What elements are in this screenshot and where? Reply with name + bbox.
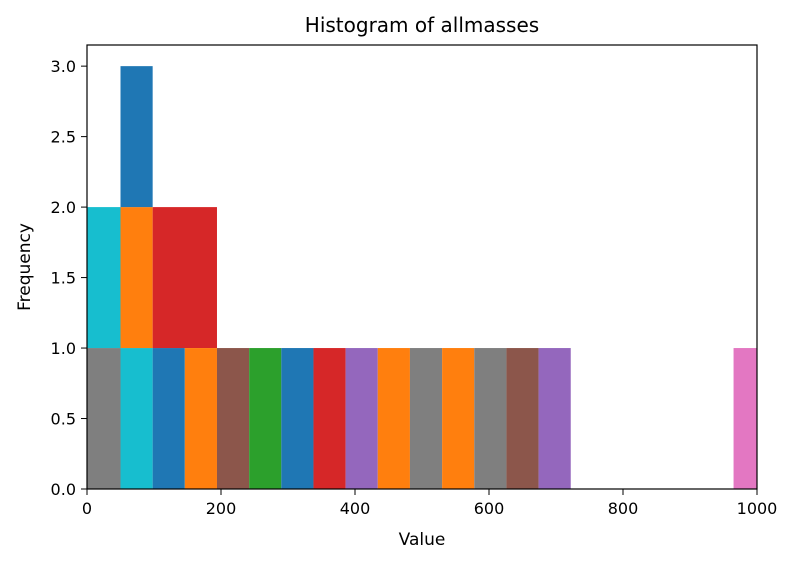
y-tick-label: 2.5 [51,128,76,147]
histogram-bar-12 [345,348,378,489]
histogram-bar-2 [120,348,153,489]
histogram-bar-9 [249,348,282,489]
histogram-bar-10 [281,348,314,489]
histogram-bar-7 [184,348,217,489]
y-tick-label: 0.5 [51,410,76,429]
histogram-bar-0 [87,348,121,489]
x-tick-label: 0 [82,499,92,518]
histogram-bar-16 [474,348,507,489]
y-axis-label: Frequency [15,223,35,311]
histogram-bar-18 [538,348,571,489]
bars-group [87,66,757,489]
histogram-bar-5 [152,348,185,489]
histogram-bar-17 [506,348,539,489]
histogram-bar-15 [442,348,475,489]
y-tick-label: 0.0 [51,480,76,499]
histogram-bar-11 [313,348,346,489]
histogram-bar-14 [409,348,443,489]
x-axis-label: Value [399,530,446,550]
histogram-bar-8 [216,348,250,489]
x-tick-label: 400 [340,499,371,518]
x-tick-label: 600 [474,499,505,518]
histogram-bar-1 [87,207,121,349]
histogram-bar-4 [120,66,153,208]
chart-title: Histogram of allmasses [305,13,539,37]
y-axis-ticks: 0.0 0.5 1.0 1.5 2.0 2.5 3.0 [51,57,87,499]
histogram-bar-3 [120,207,153,349]
x-tick-label: 1000 [737,499,778,518]
plot-frame [86,44,758,490]
x-tick-label: 800 [608,499,639,518]
y-tick-label: 3.0 [51,57,76,76]
histogram-bar-6 [152,207,217,349]
y-tick-label: 1.5 [51,269,76,288]
y-tick-label: 1.0 [51,339,76,358]
histogram-bar-19 [733,348,757,489]
y-tick-label: 2.0 [51,198,76,217]
x-tick-label: 200 [206,499,237,518]
x-axis-ticks: 0 200 400 600 800 1000 [82,489,777,518]
histogram-bar-13 [377,348,410,489]
